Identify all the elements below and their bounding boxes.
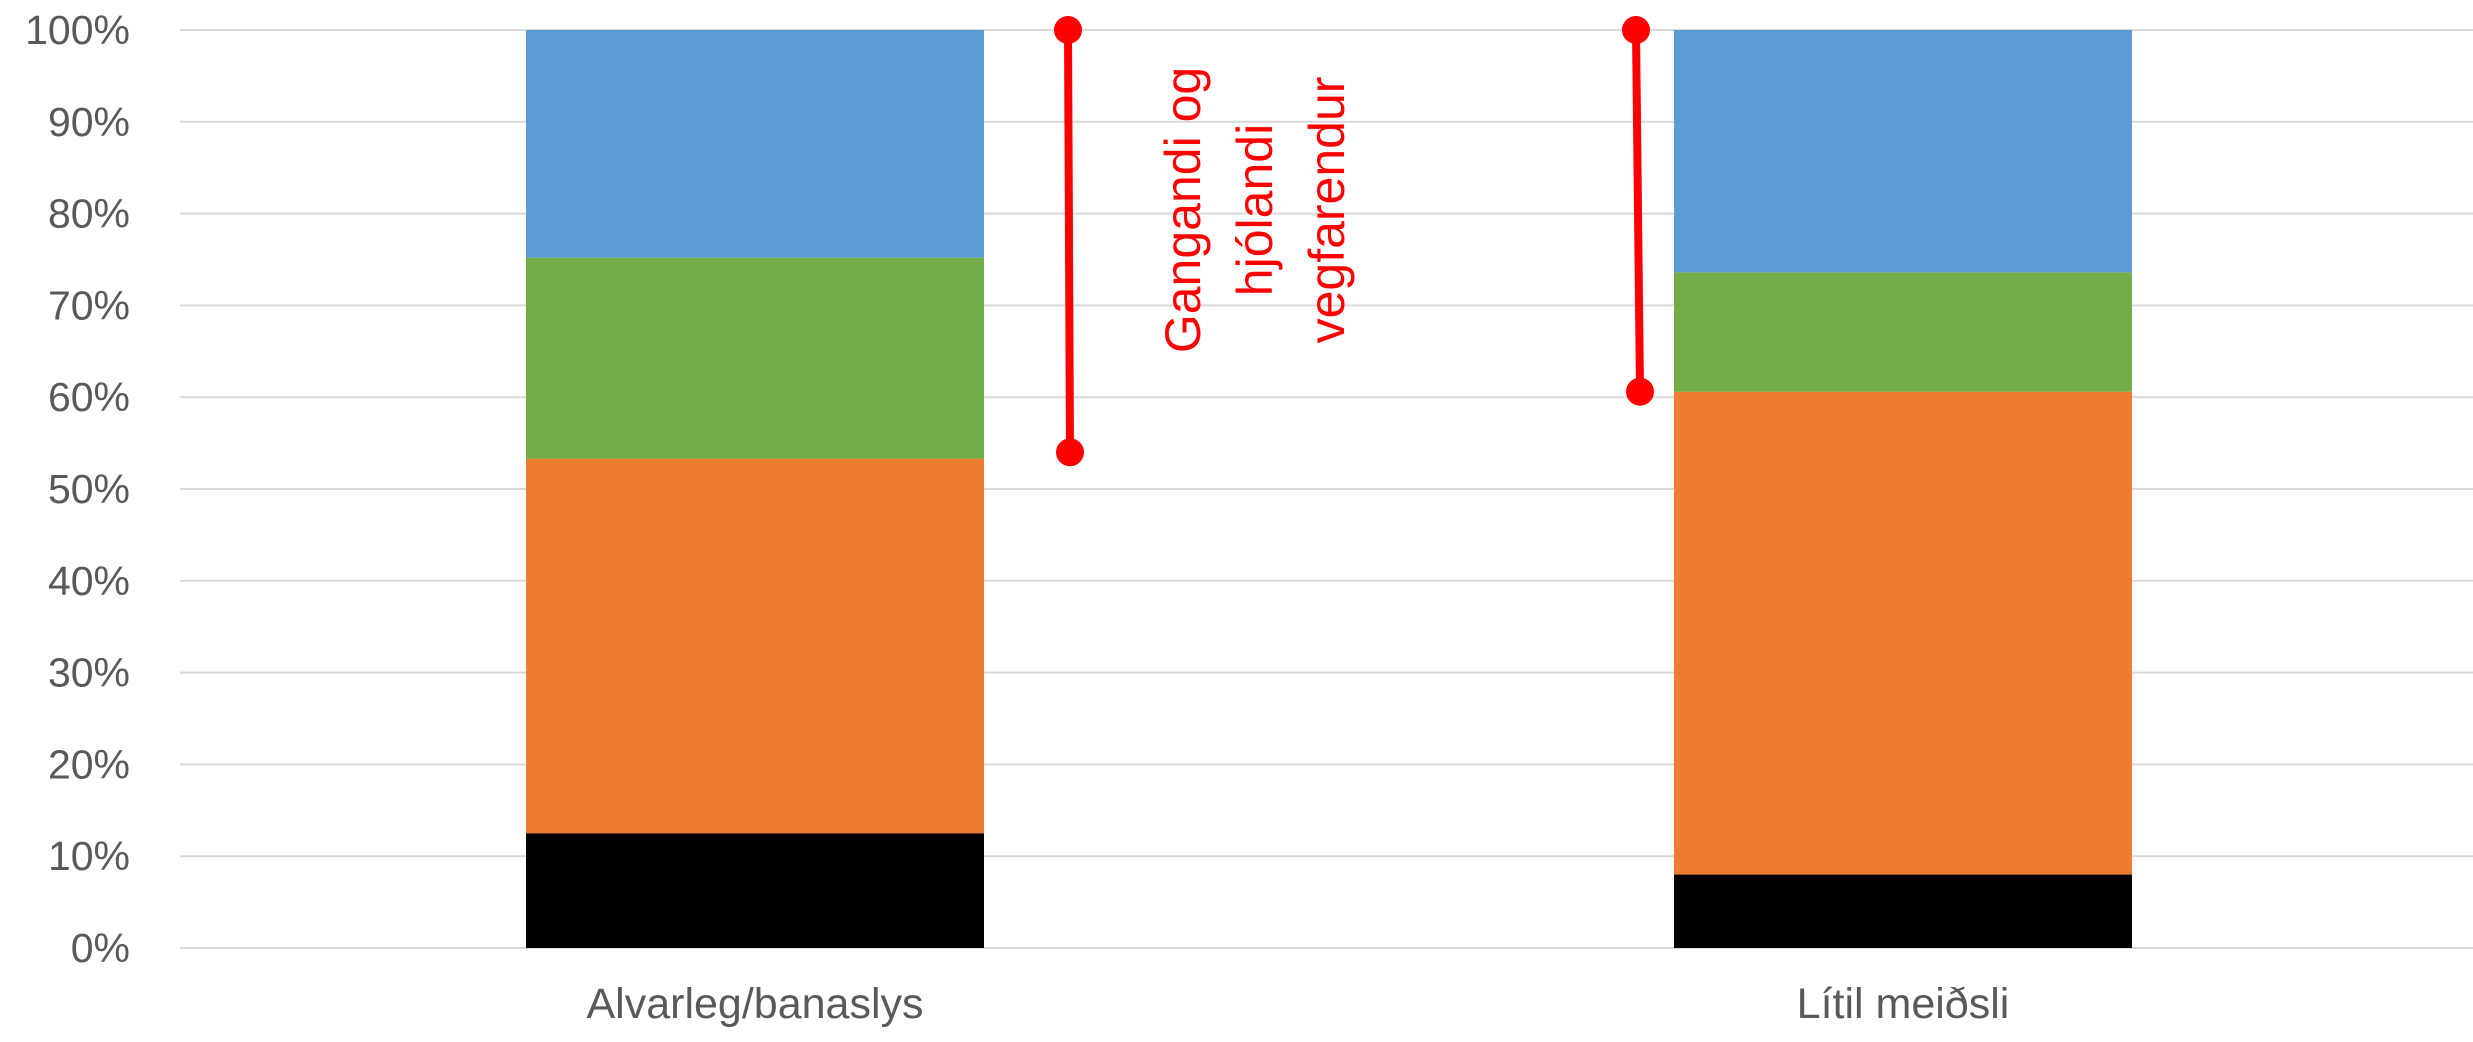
annotation-text-line: Gangandi og (1155, 67, 1211, 353)
y-tick-label: 100% (25, 7, 130, 53)
bracket-end-marker (1056, 438, 1084, 467)
y-tick-label: 30% (48, 650, 130, 696)
x-axis-labels: Alvarleg/banaslys Lítil meiðsli (586, 980, 2009, 1028)
bar-segment (526, 30, 984, 258)
bracket-line (1632, 26, 1644, 396)
bar-segment (1674, 874, 2132, 948)
y-tick-label: 70% (48, 282, 130, 328)
bar-segment (1674, 30, 2132, 273)
annotation-text-line: hjólandi (1227, 124, 1283, 296)
bar-segment (526, 458, 984, 834)
bar-segment (1674, 272, 2132, 392)
x-category-label: Alvarleg/banaslys (586, 980, 923, 1028)
bracket-line (1064, 26, 1074, 457)
y-tick-label: 40% (48, 558, 130, 604)
bar-segment (1674, 391, 2132, 875)
bracket-end-marker (1054, 16, 1082, 44)
y-tick-label: 80% (48, 191, 130, 237)
y-tick-label: 60% (48, 374, 130, 420)
y-tick-label: 90% (48, 99, 130, 145)
bar-segment (526, 833, 984, 948)
y-tick-label: 50% (48, 466, 130, 512)
annotation-brackets (1054, 16, 1654, 467)
bars (526, 30, 2132, 948)
x-category-label: Lítil meiðsli (1797, 980, 2010, 1028)
annotation-text: Gangandi og hjólandi vegfarendur (1155, 67, 1355, 353)
annotation-text-line: vegfarendur (1299, 77, 1355, 344)
y-tick-label: 0% (71, 925, 130, 971)
bracket-end-marker (1626, 377, 1654, 406)
y-tick-label: 10% (48, 833, 130, 879)
bar-segment (526, 257, 984, 459)
y-axis-ticks: 0% 10% 20% 30% 40% 50% 60% 70% 80% 90% 100% (25, 7, 130, 971)
y-tick-label: 20% (48, 741, 130, 787)
bracket-end-marker (1622, 16, 1650, 44)
